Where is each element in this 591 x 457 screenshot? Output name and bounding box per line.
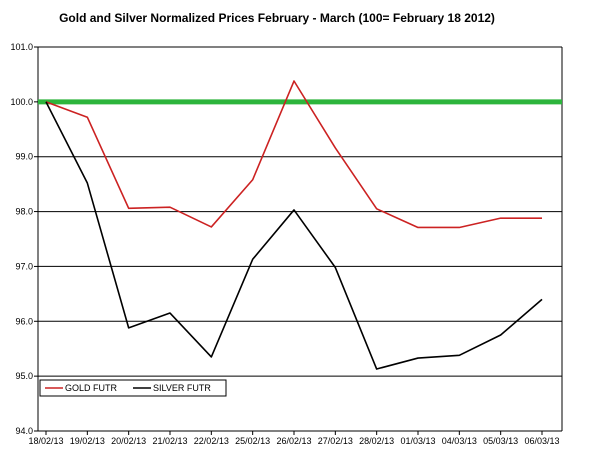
legend-label-gold: GOLD FUTR (65, 383, 118, 393)
y-tick-label: 94.0 (15, 426, 33, 436)
x-tick-label: 28/02/13 (359, 436, 394, 446)
y-tick-label: 101.0 (10, 42, 33, 52)
y-tick-labels: 94.0 95.0 96.0 97.0 98.0 99.0 100.0 101.0 (10, 42, 33, 436)
x-tick-label: 01/03/13 (400, 436, 435, 446)
x-tick-label: 19/02/13 (70, 436, 105, 446)
chart-title: Gold and Silver Normalized Prices Februa… (59, 11, 495, 25)
legend-label-silver: SILVER FUTR (153, 383, 211, 393)
axes (34, 46, 563, 435)
x-tick-labels: 18/02/13 19/02/13 20/02/13 21/02/13 22/02/13… (28, 436, 559, 446)
y-tick-label: 96.0 (15, 316, 33, 326)
x-tick-label: 21/02/13 (152, 436, 187, 446)
x-tick-label: 20/02/13 (111, 436, 146, 446)
y-tick-label: 100.0 (10, 97, 33, 107)
x-tick-label: 05/03/13 (483, 436, 518, 446)
y-tick-label: 99.0 (15, 152, 33, 162)
gridlines (38, 46, 562, 432)
x-tick-label: 27/02/13 (318, 436, 353, 446)
y-tick-label: 95.0 (15, 371, 33, 381)
series-layer (45, 80, 543, 370)
x-tick-label: 06/03/13 (524, 436, 559, 446)
x-tick-label: 25/02/13 (235, 436, 270, 446)
x-tick-label: 26/02/13 (276, 436, 311, 446)
x-tick-label: 18/02/13 (28, 436, 63, 446)
x-tick-label: 04/03/13 (442, 436, 477, 446)
y-tick-label: 97.0 (15, 261, 33, 271)
x-tick-label: 22/02/13 (194, 436, 229, 446)
series-line-silver (45, 101, 543, 370)
legend: GOLD FUTR SILVER FUTR (39, 379, 227, 397)
y-tick-label: 98.0 (15, 207, 33, 217)
